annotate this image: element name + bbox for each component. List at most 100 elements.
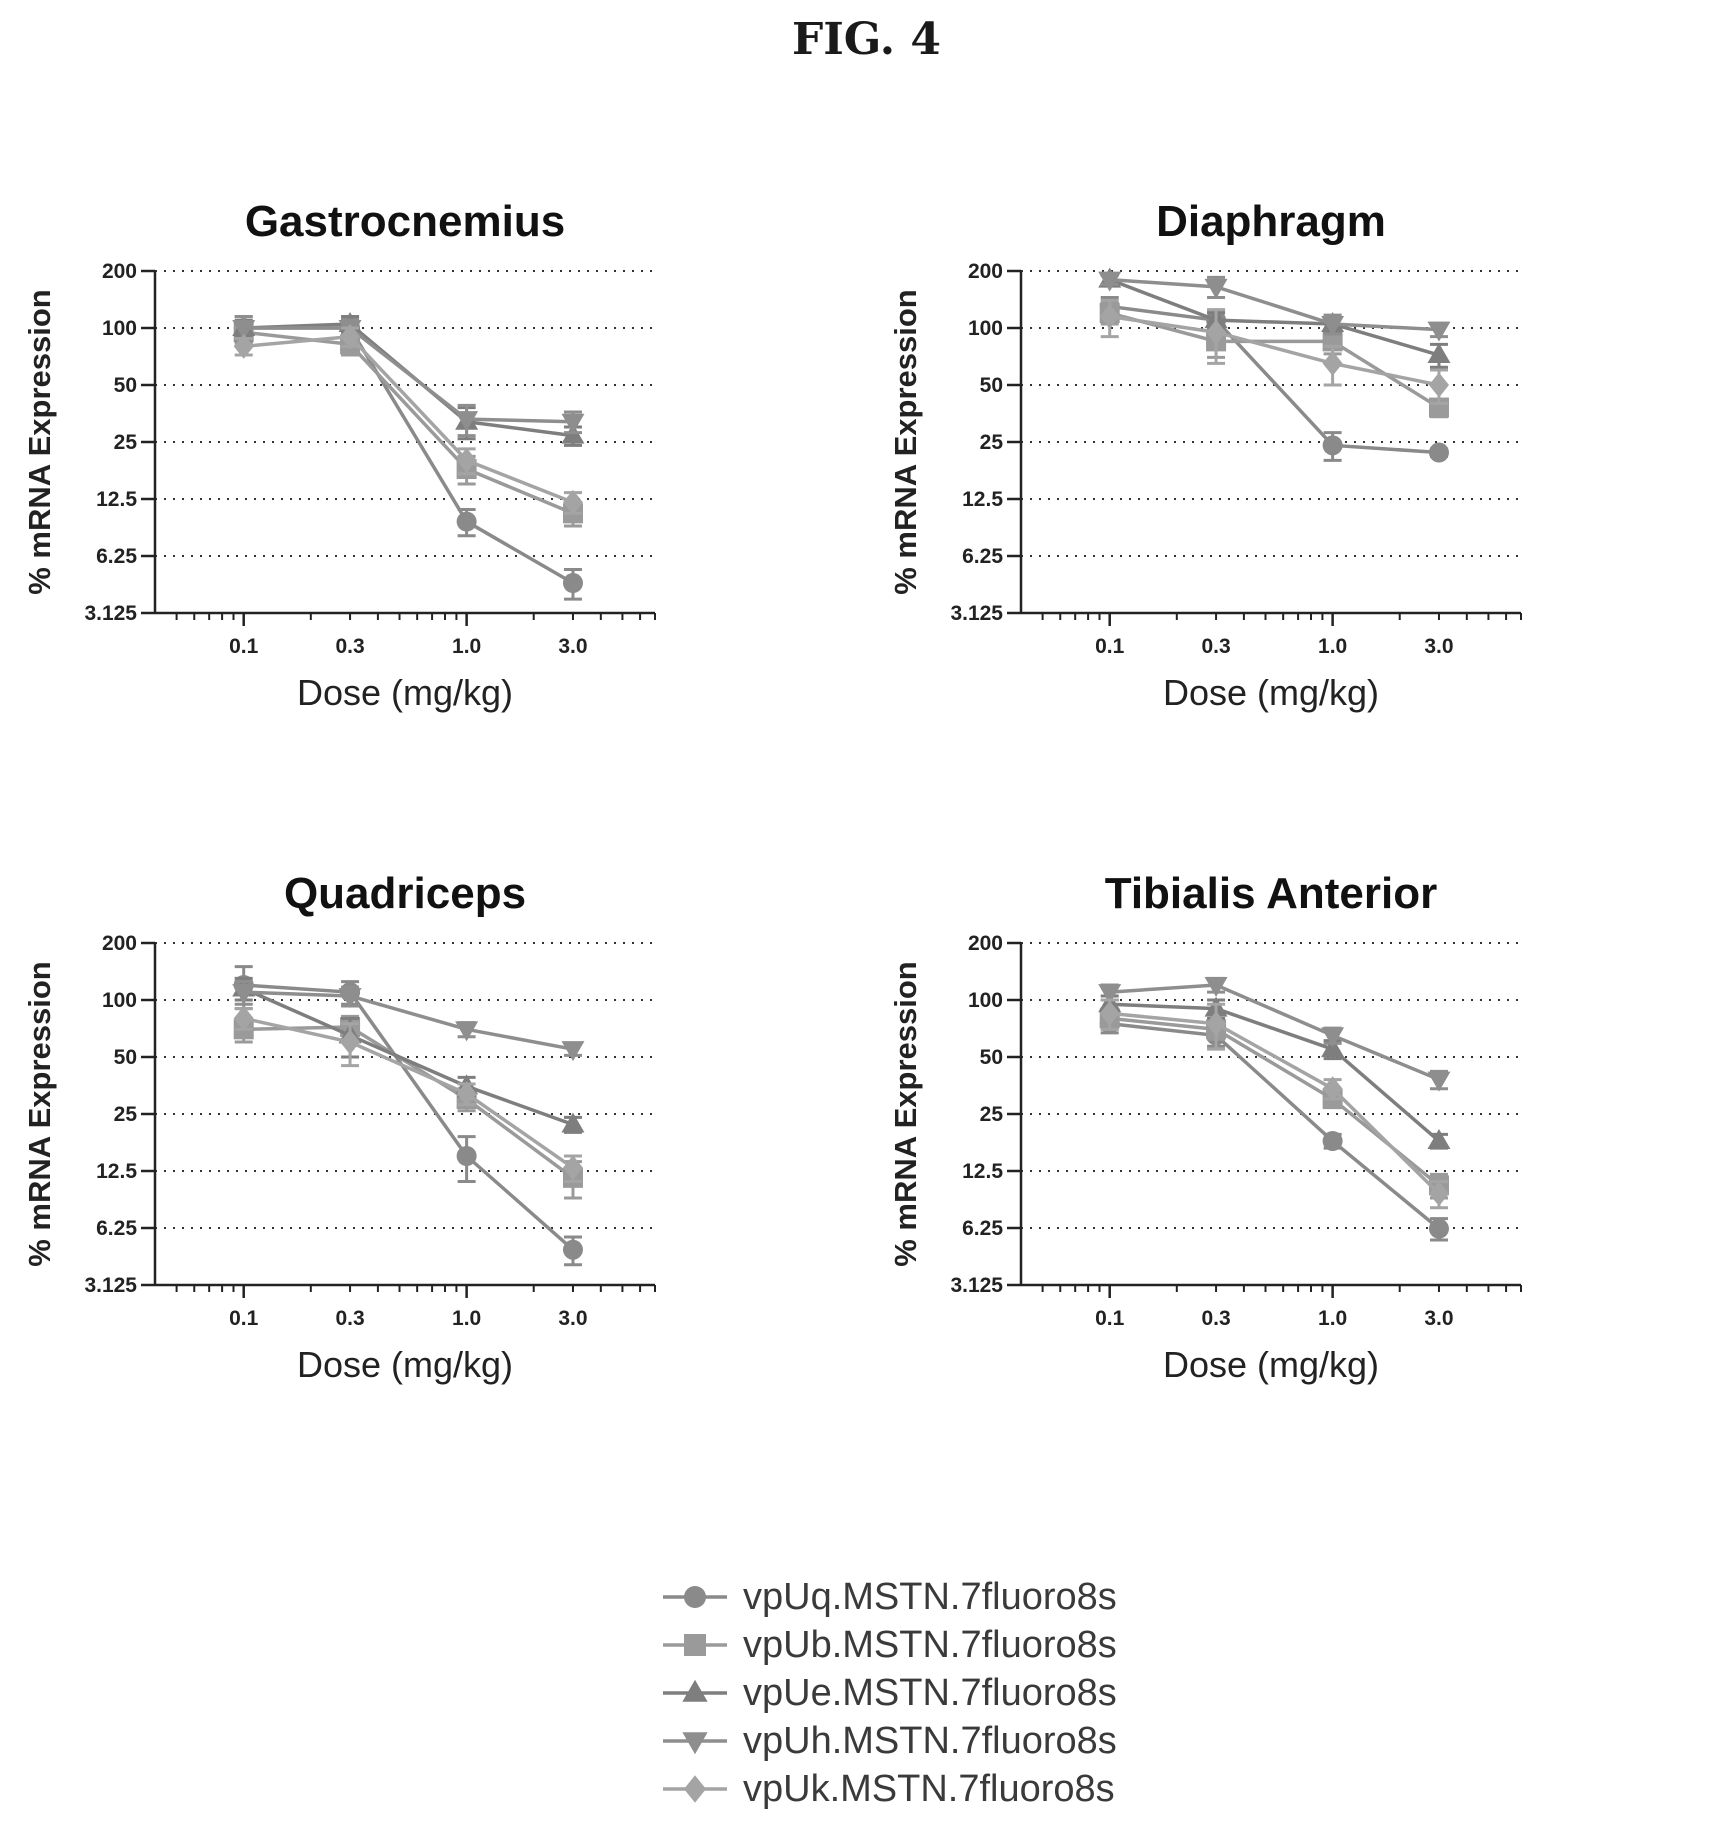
legend-item: vpUk.MSTN.7fluoro8s: [655, 1764, 1355, 1814]
chart-panel-quadriceps: Quadriceps 3.125 6.25 12.5 25 50 100 200 0.1 0.3 1…: [0, 852, 866, 1592]
data-point: [1428, 1218, 1449, 1239]
y-tick-label: 6.25: [962, 545, 1003, 568]
data-point: [232, 320, 256, 340]
data-point: [1206, 319, 1227, 345]
x-tick-label: 1.0: [452, 1307, 481, 1330]
series-diamond: [233, 1005, 583, 1184]
data-point: [562, 573, 583, 594]
data-point: [562, 1239, 583, 1260]
x-tick-label: 3.0: [1424, 1307, 1453, 1330]
series-line: [243, 983, 575, 1252]
series-diamond: [1099, 998, 1449, 1210]
y-tick-label: 100: [968, 317, 1003, 340]
series-diamond: [233, 324, 583, 515]
chart-title: Diaphragm: [1156, 197, 1386, 246]
x-axis-label: Dose (mg/kg): [1163, 672, 1379, 713]
data-point: [1099, 1000, 1120, 1026]
y-axis-label: % mRNA Expression: [888, 961, 923, 1267]
legend-label: vpUb.MSTN.7fluoro8s: [743, 1624, 1117, 1666]
data-point: [340, 324, 361, 350]
data-point: [340, 1029, 361, 1055]
data-point: [456, 447, 477, 473]
x-tick-label: 0.3: [1201, 1307, 1230, 1330]
x-tick-label: 3.0: [558, 635, 587, 658]
series-line: [243, 326, 574, 585]
data-point: [456, 511, 477, 532]
x-axis-label: Dose (mg/kg): [297, 1344, 513, 1385]
x-tick-label: 0.3: [335, 1307, 364, 1330]
data-point: [1204, 977, 1228, 998]
series-line: [243, 334, 574, 504]
series-diamond: [1099, 298, 1449, 405]
chart-svg: Tibialis Anterior 3.125 6.25 12.5 25 50 100 200…: [888, 869, 1522, 1385]
series-line: [243, 330, 574, 515]
series-line: [243, 1025, 575, 1180]
chart-panel-tibialis-anterior: Tibialis Anterior 3.125 6.25 12.5 25 50 100 200…: [866, 852, 1732, 1592]
y-tick-label: 6.25: [96, 1217, 137, 1240]
x-tick-label: 1.0: [452, 635, 481, 658]
legend-label: vpUk.MSTN.7fluoro8s: [743, 1768, 1115, 1810]
data-point: [1428, 372, 1449, 398]
legend-label: vpUh.MSTN.7fluoro8s: [743, 1720, 1117, 1762]
legend-symbol: [684, 1775, 706, 1803]
x-axis-label: Dose (mg/kg): [1163, 1344, 1379, 1385]
series-triangle-down: [232, 315, 585, 438]
legend-label: vpUq.MSTN.7fluoro8s: [743, 1576, 1117, 1618]
y-tick-label: 200: [102, 260, 137, 283]
y-tick-label: 6.25: [962, 1217, 1003, 1240]
x-tick-label: 0.3: [335, 635, 364, 658]
y-tick-label: 3.125: [950, 1274, 1003, 1297]
legend-item: vpUq.MSTN.7fluoro8s: [655, 1572, 1355, 1622]
data-point: [455, 1021, 479, 1042]
series-triangle-down: [232, 980, 585, 1062]
y-tick-label: 100: [102, 989, 137, 1012]
y-tick-label: 50: [980, 1046, 1003, 1069]
x-tick-label: 0.1: [1095, 1307, 1125, 1330]
legend-item: vpUe.MSTN.7fluoro8s: [655, 1668, 1355, 1718]
series-line: [243, 1016, 574, 1170]
legend-symbol: [682, 1732, 708, 1755]
data-point: [1427, 321, 1451, 342]
chart-panel-diaphragm: Diaphragm 3.125 6.25 12.5 25 50 100 200 0.1 0.3 1.…: [866, 180, 1732, 920]
legend-label: vpUe.MSTN.7fluoro8s: [743, 1672, 1117, 1714]
data-point: [456, 1146, 477, 1167]
y-tick-label: 12.5: [962, 1160, 1003, 1183]
data-point: [233, 333, 254, 359]
y-tick-label: 3.125: [84, 1274, 137, 1297]
x-tick-label: 0.1: [229, 1307, 259, 1330]
data-point: [1322, 1076, 1343, 1102]
y-tick-label: 25: [980, 431, 1004, 454]
y-tick-label: 100: [968, 989, 1003, 1012]
series-line: [1109, 1002, 1441, 1143]
data-point: [1427, 1071, 1451, 1092]
y-tick-label: 200: [102, 932, 137, 955]
data-point: [562, 1155, 583, 1181]
figure-title: FIG. 4: [791, 14, 942, 65]
x-tick-label: 0.1: [229, 635, 259, 658]
data-point: [1098, 984, 1122, 1005]
legend-marker-diamond: [663, 1775, 727, 1803]
legend: vpUq.MSTN.7fluoro8s vpUb.MSTN.7fluoro8s vp…: [655, 1572, 1355, 1812]
y-axis-label: % mRNA Expression: [22, 961, 57, 1267]
y-tick-label: 12.5: [96, 1160, 137, 1183]
legend-marker-circle: [663, 1586, 727, 1608]
data-point: [1322, 1131, 1343, 1152]
y-tick-label: 50: [114, 374, 137, 397]
data-point: [1322, 435, 1343, 456]
chart-svg: Quadriceps 3.125 6.25 12.5 25 50 100 200 0.1 0.3 1…: [22, 869, 656, 1385]
x-axis-label: Dose (mg/kg): [297, 672, 513, 713]
y-tick-label: 100: [102, 317, 137, 340]
y-axis-label: % mRNA Expression: [22, 289, 57, 595]
series-triangle-down: [1098, 271, 1451, 342]
chart-title: Quadriceps: [284, 869, 526, 918]
legend-marker-square: [663, 1634, 727, 1656]
y-tick-label: 12.5: [962, 488, 1003, 511]
data-point: [1099, 304, 1120, 330]
data-point: [1206, 1011, 1227, 1037]
chart-svg: Gastrocnemius 3.125 6.25 12.5 25 50 100 200 0.1 0…: [22, 197, 656, 713]
y-tick-label: 6.25: [96, 545, 137, 568]
x-tick-label: 1.0: [1318, 1307, 1347, 1330]
y-tick-label: 12.5: [96, 488, 137, 511]
y-tick-label: 3.125: [950, 602, 1003, 625]
series-line: [243, 990, 574, 1051]
